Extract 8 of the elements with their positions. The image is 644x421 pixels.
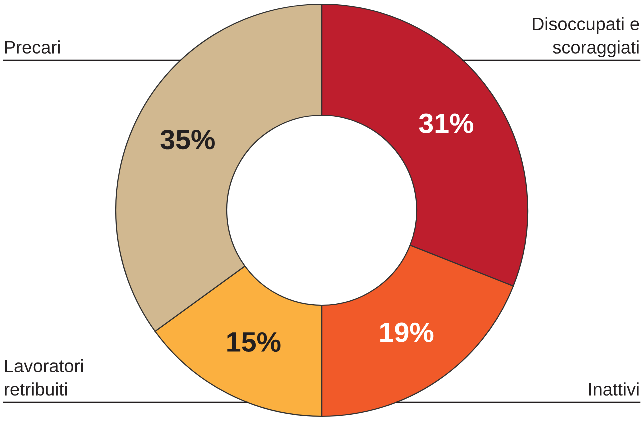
- slice-label: Inattivi: [589, 382, 639, 396]
- data-label: 31%: [419, 114, 474, 134]
- data-label: 15%: [228, 332, 281, 352]
- slice-label: Disoccupati e scoraggiati: [533, 17, 640, 58]
- data-label: 19%: [380, 322, 434, 342]
- slice-label: Lavoratori retribuiti: [5, 359, 84, 396]
- data-label: 35%: [160, 130, 215, 150]
- slice-label: Precari: [5, 40, 60, 54]
